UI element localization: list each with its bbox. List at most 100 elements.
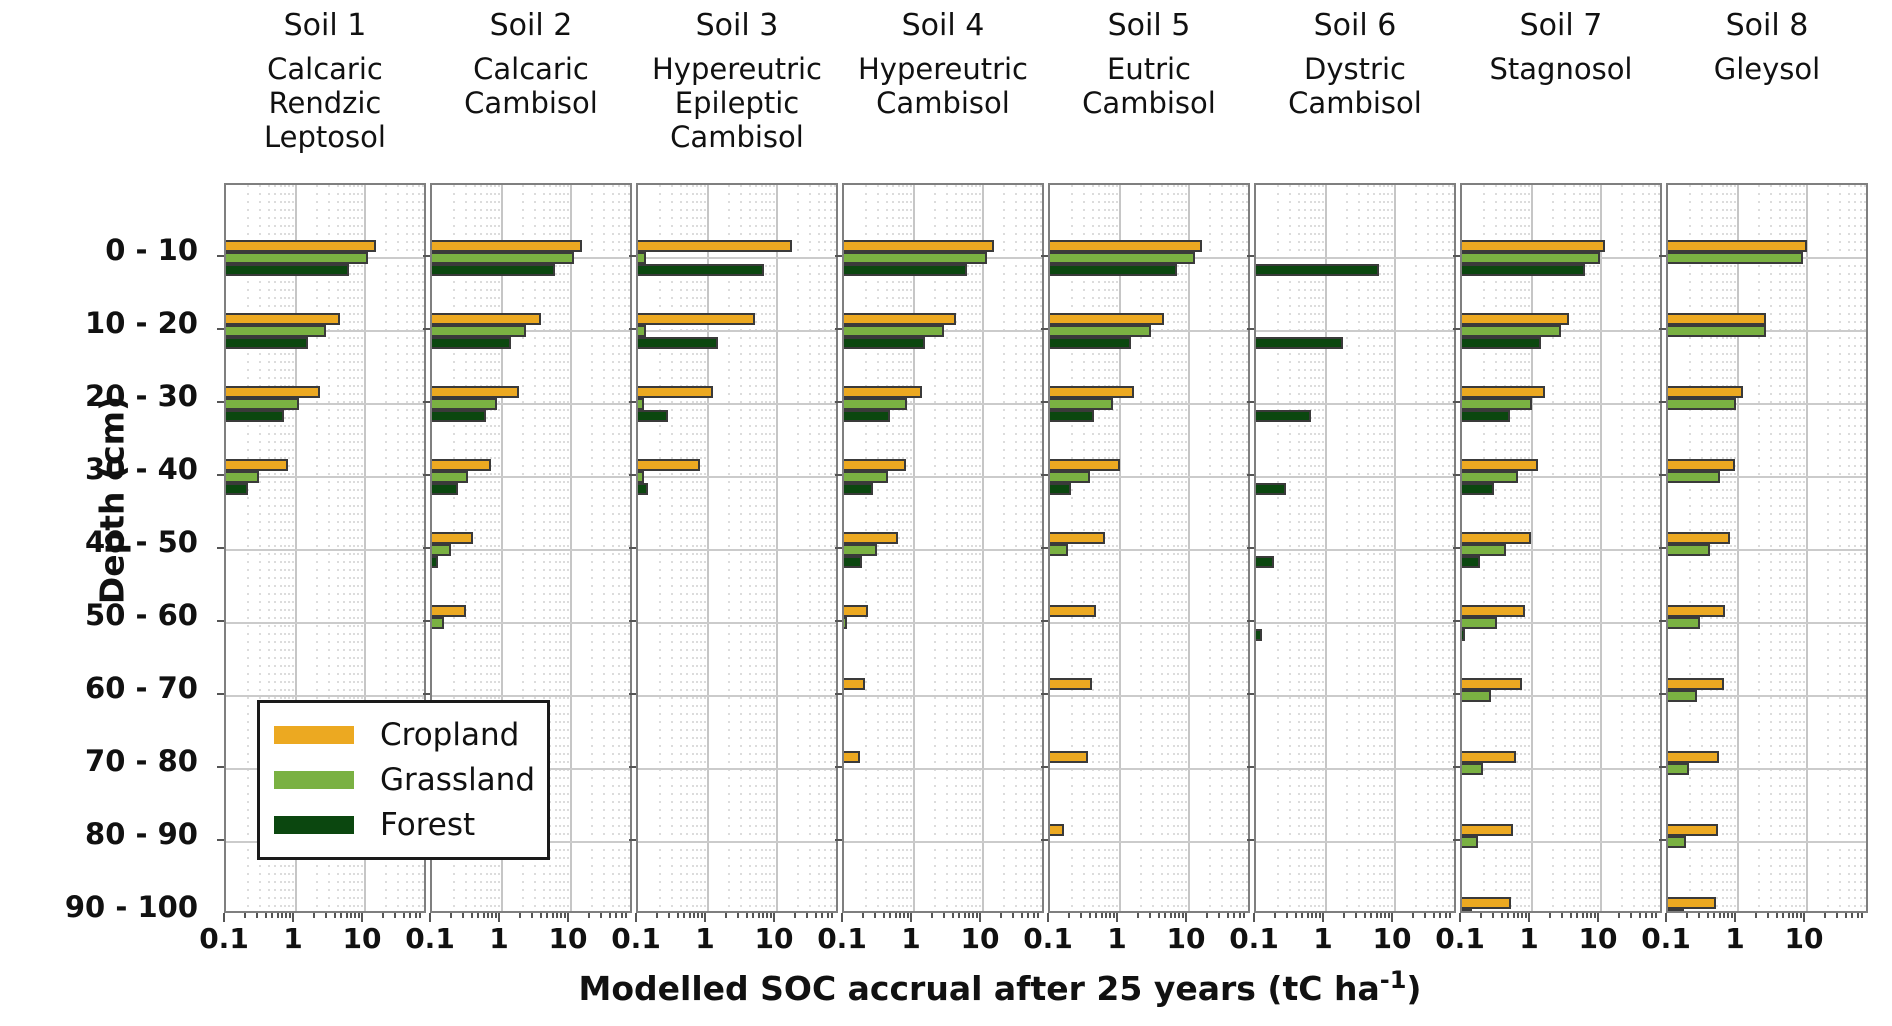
y-tickmark (1041, 620, 1048, 622)
minor-gridline (760, 185, 763, 911)
y-tickmark (1247, 839, 1254, 841)
bar-forest (432, 264, 556, 276)
bar-cropland (844, 532, 898, 544)
minor-gridline (1589, 185, 1592, 911)
x-tickmark-minor (1363, 913, 1366, 918)
x-tickmark-minor (1226, 913, 1229, 918)
x-tickmark-major (567, 913, 569, 922)
major-gridline (776, 185, 778, 911)
bar-cropland (1668, 605, 1725, 617)
y-tickmark (423, 401, 430, 403)
y-tickmark (1659, 766, 1666, 768)
y-tickmark (1041, 766, 1048, 768)
x-tickmark-minor (1491, 913, 1494, 918)
panel-subtitle: Stagnosol (1489, 52, 1633, 86)
x-tickmark-minor (414, 913, 417, 918)
horizontal-gridline (1462, 403, 1660, 405)
minor-gridline (1108, 185, 1111, 911)
y-tick-label: 80 - 90 (85, 817, 198, 851)
minor-gridline (284, 185, 287, 911)
major-gridline (707, 185, 709, 911)
x-tickmark-minor (1697, 913, 1700, 918)
x-tick-label: 10 (548, 922, 588, 955)
x-tickmark-minor (1375, 913, 1378, 918)
x-tick-label: 0.1 (199, 922, 249, 955)
horizontal-gridline (1668, 841, 1866, 843)
bar-grassland (432, 325, 526, 337)
x-tickmark-minor (1782, 913, 1785, 918)
y-tickmark (835, 255, 842, 257)
x-tickmark-minor (1449, 913, 1452, 918)
panel-subtitle: Dystric Cambisol (1288, 52, 1422, 120)
x-tickmark-minor (1100, 913, 1103, 918)
bar-cropland (432, 313, 541, 325)
panel-subtitle: Hypereutric Cambisol (857, 52, 1029, 120)
x-tickmark-minor (625, 913, 628, 918)
x-tickmark-minor (1718, 913, 1721, 918)
horizontal-gridline (1256, 695, 1454, 697)
minor-gridline (1288, 185, 1291, 911)
minor-gridline (279, 185, 282, 911)
minor-gridline (876, 185, 879, 911)
y-tickmark (1659, 255, 1666, 257)
minor-gridline (691, 185, 694, 911)
bar-cropland (844, 751, 860, 763)
minor-gridline (1014, 185, 1017, 911)
bar-grassland (638, 398, 644, 410)
x-tickmark-minor (724, 913, 727, 918)
bar-cropland (1050, 824, 1065, 836)
minor-gridline (971, 185, 974, 911)
minor-gridline (909, 185, 912, 911)
bar-cropland (1462, 605, 1526, 617)
minor-gridline (1082, 185, 1085, 911)
x-tickmark-minor (942, 913, 945, 918)
x-tickmark-major (1665, 913, 1667, 922)
minor-gridline (933, 185, 936, 911)
bar-cropland (1050, 678, 1093, 690)
major-gridline (1188, 185, 1190, 911)
minor-gridline (360, 185, 363, 911)
x-tickmark-minor (882, 913, 885, 918)
panel-title: Soil 6 (1313, 8, 1397, 43)
x-tickmark-minor (551, 913, 554, 918)
bar-cropland (844, 605, 868, 617)
minor-gridline (1314, 185, 1317, 911)
minor-gridline (1435, 185, 1438, 911)
y-tickmark (835, 766, 842, 768)
x-tickmark-minor (1685, 913, 1688, 918)
bar-forest (1256, 264, 1380, 276)
legend-label-grassland: Grassland (380, 762, 535, 798)
bar-cropland (1668, 386, 1744, 398)
minor-gridline (1847, 185, 1850, 911)
minor-gridline (1023, 185, 1026, 911)
x-tickmark-minor (745, 913, 748, 918)
x-tickmark-major (635, 913, 637, 922)
minor-gridline (258, 185, 261, 911)
minor-gridline (1112, 185, 1115, 911)
x-tickmark-minor (1174, 913, 1177, 918)
major-gridline (1531, 185, 1533, 911)
x-tickmark-minor (1479, 913, 1482, 918)
y-tickmark (835, 474, 842, 476)
horizontal-gridline (1050, 768, 1248, 770)
x-tickmark-minor (1088, 913, 1091, 918)
bar-cropland (1668, 824, 1718, 836)
minor-gridline (1733, 185, 1736, 911)
minor-gridline (1859, 185, 1862, 911)
y-tickmark (1041, 474, 1048, 476)
x-tickmark-minor (667, 913, 670, 918)
minor-gridline (1115, 185, 1118, 911)
minor-gridline (1802, 185, 1805, 911)
minor-gridline (1378, 185, 1381, 911)
x-tickmark-minor (1792, 913, 1795, 918)
x-tickmark-minor (608, 913, 611, 918)
minor-gridline (700, 185, 703, 911)
horizontal-gridline (226, 549, 424, 551)
y-tickmark (835, 693, 842, 695)
horizontal-gridline (1462, 841, 1660, 843)
x-tick-label: 0.1 (817, 922, 867, 955)
x-tickmark-minor (1315, 913, 1318, 918)
x-tickmark-minor (999, 913, 1002, 918)
x-tickmark-minor (1576, 913, 1579, 918)
